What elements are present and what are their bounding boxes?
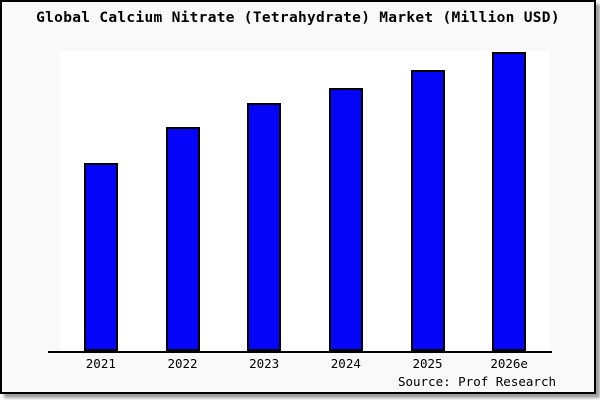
plot-area [60,51,550,351]
bar-2023 [247,103,282,351]
chart-canvas: Global Calcium Nitrate (Tetrahydrate) Ma… [0,0,596,394]
bar-2022 [165,127,200,351]
x-tick-label-2024: 2024 [330,356,361,371]
x-tick-label-2026e: 2026e [490,356,528,371]
source-credit: Source: Prof Research [397,374,556,389]
x-axis-line [48,351,552,353]
x-tick-label-2021: 2021 [85,356,116,371]
x-tick-label-2022: 2022 [167,356,198,371]
bar-2026e [492,52,527,351]
x-tick-label-2025: 2025 [412,356,443,371]
chart-title: Global Calcium Nitrate (Tetrahydrate) Ma… [36,10,560,26]
x-tick-label-2023: 2023 [249,356,280,371]
bar-2024 [328,88,363,351]
bar-2025 [410,70,445,351]
bar-2021 [83,163,118,351]
